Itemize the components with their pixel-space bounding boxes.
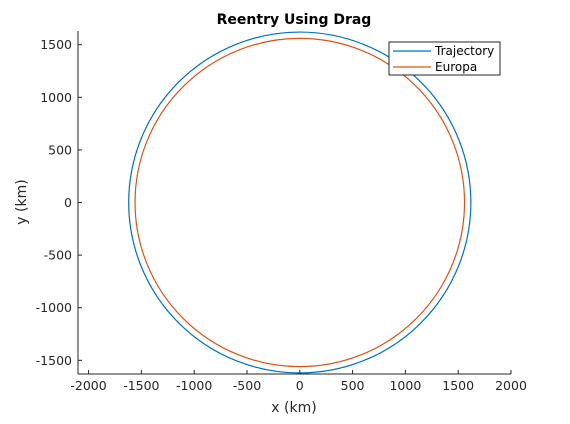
y-tick-label: -1000: [36, 300, 72, 315]
legend-label-trajectory: Trajectory: [434, 44, 494, 58]
y-tick-label: 0: [64, 195, 72, 210]
x-tick-label: 1000: [389, 378, 421, 393]
legend-label-europa: Europa: [435, 60, 477, 74]
x-axis: -2000 -1500 -1000 -500 0 500 1000 1500 2000: [70, 370, 527, 393]
legend-box: [388, 41, 501, 76]
y-axis: -1500 -1000 -500 0 500 1000 1500: [36, 37, 82, 368]
series-europa-line: [134, 37, 466, 368]
x-tick-label: 500: [341, 378, 365, 393]
x-tick-label: 2000: [495, 378, 527, 393]
x-tick-label: -1000: [176, 378, 212, 393]
y-tick-label: -500: [44, 248, 72, 263]
x-tick-label: 1500: [442, 378, 474, 393]
axes: [77, 31, 511, 375]
y-tick-label: 500: [48, 142, 72, 157]
series-trajectory-line: [128, 31, 472, 374]
y-tick-label: -1500: [36, 353, 72, 368]
x-tick-label: 0: [296, 378, 304, 393]
x-tick-label: -500: [233, 378, 261, 393]
y-tick-label: 1000: [40, 90, 72, 105]
y-tick-label: 1500: [40, 37, 72, 52]
x-axis-label: x (km): [271, 400, 316, 416]
chart-title: Reentry Using Drag: [217, 12, 372, 28]
x-tick-label: -2000: [70, 378, 106, 393]
x-tick-label: -1500: [123, 378, 159, 393]
legend: Trajectory Europa: [388, 41, 501, 76]
y-axis-label: y (km): [14, 179, 30, 224]
plot-area: [128, 31, 472, 374]
